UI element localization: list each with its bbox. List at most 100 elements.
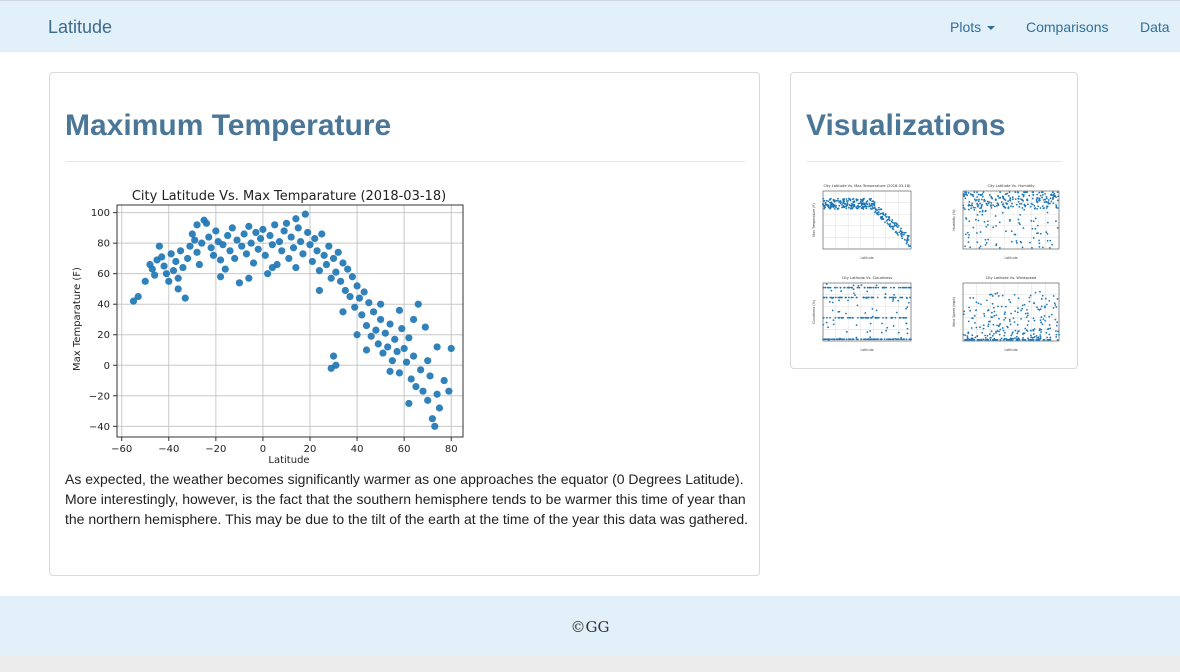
thumbnail-point <box>982 191 985 194</box>
nav-data-link[interactable]: Data <box>1140 19 1170 35</box>
thumbnail-point <box>839 199 841 202</box>
thumbnail-point <box>860 338 862 341</box>
data-point <box>176 247 185 255</box>
data-point <box>254 245 262 253</box>
thumbnail-point <box>827 205 829 208</box>
thumbnail-point <box>1023 332 1026 335</box>
thumbnail-point <box>982 338 985 341</box>
brand-link[interactable]: Latitude <box>48 17 113 37</box>
thumbnail-point <box>990 202 993 204</box>
thumbnail-point <box>962 313 965 316</box>
data-point <box>424 396 432 404</box>
thumbnail-point <box>979 326 981 328</box>
thumbnail-point <box>872 207 875 210</box>
thumbnail-point <box>986 299 988 302</box>
thumbnail-point <box>992 332 995 335</box>
thumbnail-point <box>963 310 966 313</box>
thumbnail-point <box>968 200 971 203</box>
thumbnail-point <box>981 213 984 216</box>
thumbnail-point <box>901 296 904 299</box>
thumbnail-point <box>962 193 965 195</box>
thumbnail-point <box>849 198 852 201</box>
thumbnail-point <box>1010 230 1013 233</box>
thumbnail-point <box>904 316 907 319</box>
thumbnail-point <box>871 296 874 299</box>
thumbnail-point <box>984 334 987 337</box>
chart-frame <box>116 204 464 438</box>
thumbnail-point <box>988 320 990 323</box>
thumbnail-point <box>885 215 888 218</box>
data-point <box>424 357 432 365</box>
data-point <box>247 239 255 247</box>
thumbnail-point <box>841 206 843 209</box>
thumbnail-point <box>1015 240 1018 242</box>
thumbnail-point <box>964 334 967 337</box>
data-point <box>445 387 453 395</box>
thumbnail-point <box>874 316 877 319</box>
thumbnail-cloudiness[interactable]: City Latitude Vs. Cloudiness Latitude Clou… <box>811 273 915 353</box>
thumbnail-point <box>1036 337 1038 339</box>
thumbnail-point <box>906 297 908 300</box>
thumbnail-point <box>859 205 861 208</box>
thumbnail-point <box>1027 338 1030 341</box>
thumbnail-point <box>829 316 831 319</box>
thumbnail-point <box>962 204 965 207</box>
thumbnail-point <box>857 205 859 208</box>
thumbnail-point <box>980 338 983 341</box>
x-tick-label: 60 <box>398 444 411 455</box>
x-tick-label: −40 <box>158 444 179 455</box>
data-point <box>268 263 276 272</box>
thumbnail-point <box>896 232 898 235</box>
thumbnail-point <box>907 301 910 304</box>
thumbnail-point <box>1038 239 1040 242</box>
nav-comparisons-link[interactable]: Comparisons <box>1026 19 1109 35</box>
thumbnail-point <box>1026 312 1029 315</box>
thumbnail-point <box>836 338 838 341</box>
thumbnail-point <box>1056 199 1059 202</box>
thumbnail-point <box>1026 324 1029 326</box>
data-point <box>334 248 342 256</box>
thumbnail-point <box>1020 203 1023 205</box>
thumbnail-point <box>841 296 843 299</box>
thumbnail-xlabel: Latitude <box>860 256 873 260</box>
thumbnail-point <box>877 286 880 289</box>
thumbnail-ylabel: Wind Speed (mph) <box>952 297 956 327</box>
thumbnail-point <box>1040 328 1043 331</box>
thumbnail-windspeed[interactable]: City Latitude Vs. Windspeed Latitude Wind … <box>951 273 1063 353</box>
thumbnail-point <box>905 338 908 341</box>
thumbnail-point <box>905 322 908 325</box>
thumbnail-point <box>989 293 991 296</box>
data-point <box>369 308 378 316</box>
data-point <box>169 267 178 275</box>
thumbnail-point <box>976 203 979 206</box>
data-point <box>386 320 394 328</box>
nav-plots-dropdown[interactable]: Plots <box>950 19 996 35</box>
thumbnail-max-temperature[interactable]: City Latitude Vs. Max Temperature (2018-… <box>811 181 915 261</box>
thumbnail-point <box>1055 204 1058 206</box>
thumbnail-point <box>903 238 906 241</box>
thumbnail-point <box>968 306 970 309</box>
thumbnail-point <box>897 331 900 334</box>
thumbnail-point <box>884 221 886 224</box>
thumbnail-point <box>887 216 890 218</box>
thumbnail-point <box>871 205 874 208</box>
data-point <box>339 308 347 316</box>
thumbnail-point <box>991 334 994 337</box>
thumbnail-point <box>1052 295 1055 297</box>
thumbnail-point <box>1013 293 1016 296</box>
data-point <box>193 221 201 229</box>
thumbnail-point <box>898 316 901 319</box>
thumbnail-point <box>967 236 970 239</box>
thumbnail-point <box>878 208 880 211</box>
thumbnail-point <box>999 323 1002 325</box>
data-point <box>221 265 229 273</box>
data-point <box>341 286 349 295</box>
thumbnail-xlabel: Latitude <box>1004 256 1017 260</box>
thumbnail-humidity[interactable]: City Latitude Vs. Humidity Latitude Humidi… <box>951 181 1063 261</box>
thumbnail-point <box>1031 191 1034 194</box>
thumbnail-point <box>862 208 865 210</box>
thumbnail-point <box>1032 329 1035 332</box>
data-point <box>174 285 182 293</box>
thumbnail-point <box>893 222 896 224</box>
